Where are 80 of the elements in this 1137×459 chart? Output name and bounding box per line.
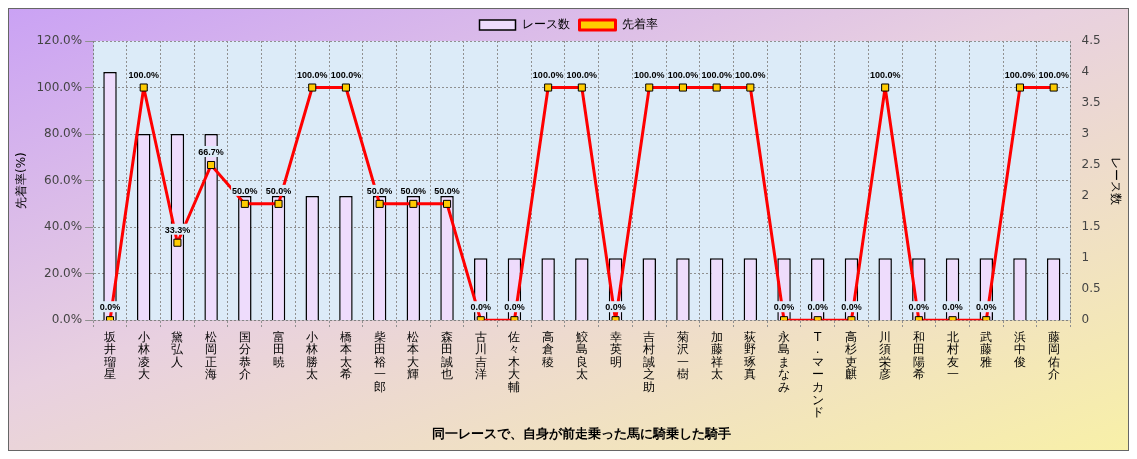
x-tick-label: 橋本太希 [339,329,352,382]
x-tick-label: 浜中俊 [1012,329,1026,369]
x-tick-label: 柴田裕一郎 [373,329,386,395]
data-label: 0.0% [976,302,997,313]
x-tick-label: 永島まなみ [778,329,791,395]
y-tick-label: 20.0% [44,265,83,280]
data-label: 33.3% [164,224,191,235]
data-label: 50.0% [400,185,427,196]
y2-axis-title: レース数 [1108,156,1123,205]
data-label: 100.0% [735,69,766,80]
x-tick-label: 加藤祥太 [710,329,723,382]
y2-tick-label: 1 [1081,250,1090,265]
data-label: 0.0% [99,302,121,313]
data-label: 100.0% [869,69,901,80]
y-tick-label: 80.0% [44,126,83,141]
x-tick-label: 小林凌大 [136,329,150,382]
data-label: 0.0% [470,302,491,313]
y2-tick-label: 1.5 [1081,219,1101,234]
data-label: 0.0% [942,302,963,313]
data-label: 100.0% [667,69,699,80]
x-tick-label: 古川吉洋 [474,329,487,382]
x-tick-label: 富田暁 [272,329,285,369]
data-label: 100.0% [128,69,159,80]
x-tick-label: 高杉吏麒 [844,329,858,382]
y2-tick-label: 3.5 [1081,95,1101,110]
y2-tick-label: 4.5 [1081,33,1101,48]
x-tick-label: 国分恭介 [238,329,251,382]
x-tick-label: 北村友一 [945,329,959,382]
data-label: 100.0% [633,69,665,80]
y-axis-title: 先着率(%) [14,152,29,209]
x-tick-label: 小林勝太 [305,329,319,382]
legend-label: 先着率 [621,17,658,32]
x-tick-label: 森田誠也 [441,329,454,382]
x-axis-title: 同一レースで、自身が前走乗った馬に騎乗した騎手 [432,425,732,441]
data-label: 50.0% [232,185,258,196]
data-label: 0.0% [908,302,930,313]
x-tick-label: 佐々木大輔 [508,329,521,395]
x-tick-label: 坂井瑠星 [103,329,117,382]
data-label: 66.7% [198,147,224,157]
y-tick-label: 0.0% [51,312,83,327]
data-label: 100.0% [532,69,564,80]
y-tick-label: 100.0% [36,79,83,94]
y-tick-label: 60.0% [44,172,83,187]
data-label: 100.0% [296,69,328,80]
legend-label: レース数 [521,17,570,32]
data-label: 50.0% [265,185,292,196]
x-tick-label: 松岡正海 [205,329,218,382]
data-label: 100.0% [701,69,732,80]
data-label: 100.0% [1038,69,1069,80]
data-label: 0.0% [605,302,626,313]
data-label: 0.0% [841,302,862,313]
data-label: 0.0% [504,302,525,313]
x-tick-label: 幸英明 [609,329,622,369]
data-label: 100.0% [1004,69,1036,80]
x-tick-label: T.マーカンド [811,329,824,420]
x-tick-label: 鮫島良太 [575,329,588,382]
x-tick-label: 松本大輝 [407,329,420,382]
x-tick-label: 川須栄彦 [879,329,892,382]
x-tick-label: 荻野琢真 [744,329,757,382]
data-label: 0.0% [807,302,829,313]
y2-tick-label: 0.5 [1081,281,1101,296]
y2-tick-label: 4 [1081,64,1090,79]
x-tick-label: 菊沢一樹 [676,329,689,382]
y2-tick-label: 2 [1081,188,1090,203]
x-tick-label: 吉村誠之助 [642,329,656,395]
y-tick-label: 120.0% [36,33,83,48]
y2-tick-label: 2.5 [1081,157,1101,172]
data-label: 0.0% [773,302,795,313]
data-label: 50.0% [434,185,460,196]
x-tick-label: 和田陽希 [912,329,925,382]
y2-tick-label: 0 [1081,312,1090,327]
y-tick-label: 40.0% [44,219,83,234]
data-label: 50.0% [366,185,393,196]
data-label: 100.0% [330,69,362,80]
x-tick-label: 黛弘人 [171,329,185,369]
x-tick-label: 藤岡佑介 [1047,329,1060,382]
y2-tick-label: 3 [1081,126,1090,141]
x-tick-label: 高倉稜 [542,329,555,369]
x-tick-label: 武藤雅 [980,329,993,369]
data-label: 100.0% [566,69,598,80]
